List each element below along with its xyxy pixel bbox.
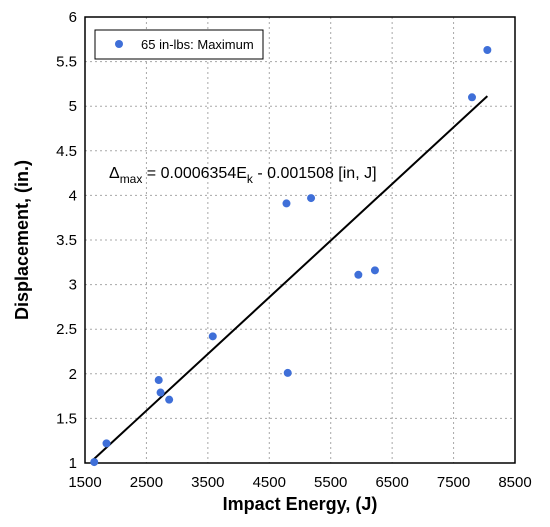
legend-marker [115,40,123,48]
equation-delta: Δ [109,165,120,182]
x-tick-labels: 1500 2500 3500 4500 5500 6500 7500 8500 [68,474,531,491]
trendline [91,95,489,462]
data-point [370,266,379,275]
data-point [468,93,476,102]
equation-sub-k: k [247,172,254,186]
x-tick-label: 6500 [375,474,408,491]
data-point [483,46,492,55]
x-tick-label: 4500 [253,474,286,491]
legend-label: 65 in-lbs: Maximum [141,37,254,52]
x-tick-label: 5500 [314,474,347,491]
y-tick-label: 3.5 [56,232,77,249]
x-tick-label: 1500 [68,474,101,491]
data-point [165,395,174,404]
data-point [208,332,217,341]
legend: 65 in-lbs: Maximum [94,29,264,60]
y-tick-label: 3 [69,277,77,294]
y-tick-label: 4.5 [56,143,77,160]
y-tick-label: 1.5 [56,410,77,427]
y-tick-label: 2 [69,366,77,383]
y-tick-label: 6 [69,9,77,26]
x-axis-title: Impact Energy, (J) [223,494,378,514]
y-tick-label: 1 [69,455,77,472]
y-tick-label: 4 [69,187,77,204]
legend-box [94,29,264,60]
data-points [90,46,492,467]
x-tick-label: 3500 [191,474,224,491]
x-tick-label: 7500 [437,474,470,491]
data-point [154,376,163,385]
data-point [307,194,316,203]
grid-lines [85,17,515,463]
equation-main: = 0.0006354E [142,165,247,182]
trendline-equation: Δmax = 0.0006354Ek - 0.001508 [in, J] [109,165,377,186]
y-tick-label: 5 [69,98,77,115]
y-axis-title: Displacement, (in.) [12,160,32,320]
y-tick-label: 2.5 [56,321,77,338]
equation-tail: - 0.001508 [in, J] [253,165,377,182]
data-point [90,458,99,467]
plot-area [84,16,516,464]
x-tick-label: 8500 [498,474,531,491]
x-tick-label: 2500 [130,474,163,491]
equation-sub-max: max [120,172,143,186]
y-tick-label: 5.5 [56,54,77,71]
data-point [156,388,165,397]
data-point [282,199,291,208]
y-tick-labels: 1 1.5 2 2.5 3 3.5 4 4.5 5 5.5 6 [56,9,77,472]
data-point [354,270,363,279]
data-point [283,368,292,377]
data-point [102,439,111,448]
